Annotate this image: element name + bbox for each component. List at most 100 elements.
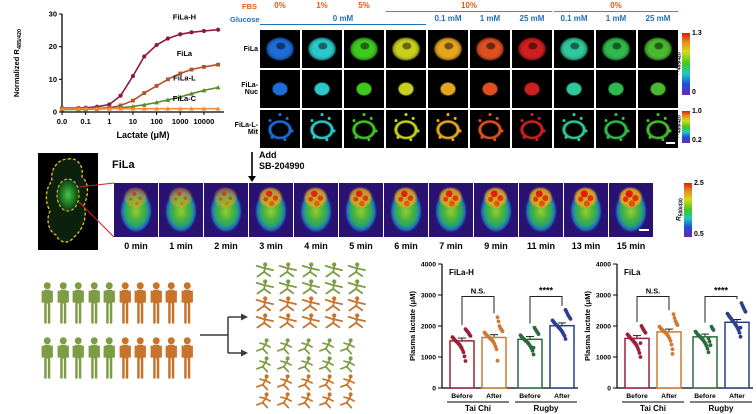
tai-chi-row <box>253 262 368 279</box>
microscopy-image-r2c6 <box>470 70 510 108</box>
rugby-row <box>253 374 358 392</box>
rugby-row <box>253 356 358 374</box>
microscopy-image-r1c9 <box>596 30 636 68</box>
person-taichi-icon <box>299 313 322 330</box>
marker <box>118 106 123 111</box>
marker <box>154 42 159 48</box>
x-tick-label: 100 <box>150 117 163 126</box>
colorbar-max: 1.0 <box>692 108 702 115</box>
data-point <box>463 327 468 331</box>
person-taichi-icon <box>345 313 368 330</box>
data-point <box>739 301 744 305</box>
marker <box>215 106 221 111</box>
y-axis-label: Plasma lactate (μM) <box>408 290 417 361</box>
plasma-lactate-chart-fila: 0 1000 2000 3000 4000 Plasma lactate (μM) FiLa… <box>583 261 753 413</box>
marker <box>165 77 170 82</box>
person-taichi-icon <box>299 296 322 313</box>
colorbar-min: 0.5 <box>694 231 704 238</box>
person-stand-icon <box>164 278 179 329</box>
person-taichi-icon <box>276 279 299 296</box>
marker <box>154 100 159 105</box>
microscopy-image-r3c3 <box>344 110 384 148</box>
timelapse-frame-4-min <box>294 183 338 237</box>
row-label-FiLa: FiLa <box>243 45 258 53</box>
microscopy-image-r1c6 <box>470 30 510 68</box>
group-label: Rugby <box>709 404 734 413</box>
marker <box>216 62 221 67</box>
timelapse-frame-1-min <box>159 183 203 237</box>
y-tick-label: 0 <box>432 385 436 392</box>
microscopy-image-r2c3 <box>344 70 384 108</box>
group-label: Tai Chi <box>640 404 666 413</box>
data-point <box>518 333 523 338</box>
fbs-value: 0% <box>610 1 622 10</box>
person-run-icon <box>337 392 358 410</box>
y-tick-label: 3000 <box>421 292 436 299</box>
person-run-icon <box>253 392 274 410</box>
fbs-value: 0% <box>274 1 286 10</box>
tai-chi-row <box>253 296 368 313</box>
marker <box>201 28 206 34</box>
person-run-icon <box>274 338 295 356</box>
series-label-FiLa-C: FiLa-C <box>173 94 197 103</box>
data-point <box>709 324 714 329</box>
microscopy-image-r1c3 <box>344 30 384 68</box>
significance-label: N.S. <box>646 287 661 296</box>
significance-bracket <box>529 296 563 324</box>
person-stand-icon <box>56 278 71 329</box>
specimen-cell-image <box>38 153 98 250</box>
ratio-colorbar <box>682 111 690 143</box>
person-run-icon <box>337 356 358 374</box>
person-taichi-icon <box>345 262 368 279</box>
series-label-FiLa-L: FiLa-L <box>173 74 196 83</box>
person-stand-icon <box>118 333 133 384</box>
fbs-underline <box>386 11 552 12</box>
data-point <box>707 339 712 344</box>
person-run-icon <box>316 392 337 410</box>
y-tick-label: 20 <box>49 42 57 51</box>
lactate-titration-chart: 0 10 20 30 0.0 0.1 1 10 100 1000 10000 Lactate (μM)… <box>12 10 224 140</box>
data-point <box>708 343 713 348</box>
x-category-label: Before <box>694 393 716 400</box>
person-stand-icon <box>102 278 117 329</box>
glucose-value: 25 mM <box>519 14 545 23</box>
timelapse-frame-7-min <box>429 183 473 237</box>
scale-bar <box>639 229 649 231</box>
tai-chi-row <box>253 313 368 330</box>
y-tick-label: 4000 <box>596 261 611 268</box>
person-stand-icon <box>180 278 195 329</box>
marker <box>165 36 170 41</box>
fbs-value: 5% <box>358 1 370 10</box>
marker <box>215 85 221 90</box>
data-point <box>706 350 711 355</box>
fbs-value: 1% <box>316 1 328 10</box>
data-point <box>672 316 677 320</box>
microscopy-image-r2c8 <box>554 70 594 108</box>
data-point <box>563 308 568 312</box>
y-tick-label: 4000 <box>421 261 436 268</box>
chart-title: FiLa <box>624 268 641 277</box>
y-tick-label: 1000 <box>421 354 436 361</box>
microscopy-image-r2c1 <box>260 70 300 108</box>
marker <box>83 106 89 111</box>
person-taichi-icon <box>299 279 322 296</box>
timelapse-panel: FiLa Add SB-204990 0 min 1 min 2 min 3 min 4 mi… <box>0 150 756 262</box>
microscopy-image-r3c8 <box>554 110 594 148</box>
data-point <box>550 318 555 323</box>
x-tick-label: 0.1 <box>80 117 90 126</box>
add-annotation-line1: Add <box>259 150 277 160</box>
data-point <box>670 347 675 352</box>
cohort-row <box>40 278 194 329</box>
x-category-label: Before <box>626 393 648 400</box>
microscopy-image-r1c4 <box>386 30 426 68</box>
row-label-FiLa-Nuc: FiLa-Nuc <box>241 82 258 96</box>
colorbar-max: 1.3 <box>692 30 702 37</box>
x-tick-label: 1000 <box>172 117 189 126</box>
person-stand-icon <box>180 333 195 384</box>
x-tick-label: 1 <box>107 117 111 126</box>
time-label: 15 min <box>616 241 646 251</box>
tai-chi-group <box>253 262 368 330</box>
marker <box>178 71 183 76</box>
fbs-underline <box>554 11 678 12</box>
marker <box>189 30 194 35</box>
